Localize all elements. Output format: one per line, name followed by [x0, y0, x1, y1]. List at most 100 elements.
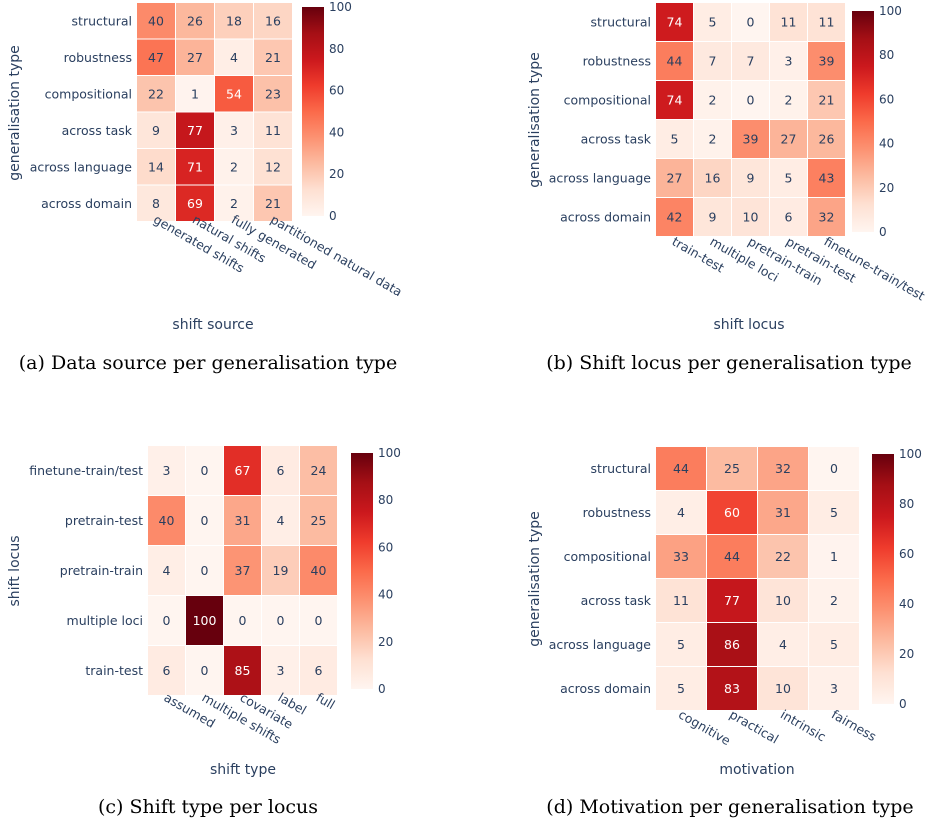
heatmap-cell	[137, 112, 175, 148]
cell-value-label: 0	[239, 613, 247, 628]
cell-value-label: 43	[819, 171, 835, 186]
cell-value-label: 44	[673, 461, 689, 476]
y-axis-title: generalisation type	[527, 511, 543, 647]
y-tick-label: structural	[591, 461, 651, 476]
cell-value-label: 0	[747, 93, 755, 108]
heatmap-cell	[694, 159, 731, 197]
heatmap-cell	[215, 185, 253, 221]
panel-caption: (d) Motivation per generalisation type	[546, 796, 913, 818]
y-tick-label: compositional	[564, 549, 651, 564]
heatmap-cell	[137, 39, 175, 75]
heatmap-cell	[137, 3, 175, 39]
x-tick-label: practical	[727, 707, 781, 747]
heatmap-cell	[224, 646, 261, 695]
colorbar-tick-label: 100	[378, 446, 401, 460]
heatmap-cell	[254, 39, 292, 75]
cell-value-label: 8	[152, 196, 160, 211]
heatmap-cell	[148, 496, 185, 545]
colorbar-tick-label: 40	[879, 137, 894, 151]
cell-value-label: 0	[830, 461, 838, 476]
cell-value-label: 21	[819, 93, 835, 108]
heatmap-cell	[694, 42, 731, 80]
heatmap-cell	[758, 667, 808, 710]
cell-value-label: 44	[667, 54, 683, 69]
cell-value-label: 1	[830, 549, 838, 564]
colorbar-tick-label: 80	[378, 493, 393, 507]
cell-value-label: 2	[785, 93, 793, 108]
y-tick-label: finetune-train/test	[29, 463, 143, 478]
cell-value-label: 31	[775, 505, 791, 520]
heatmap-cell	[300, 646, 337, 695]
colorbar-tick-label: 80	[329, 42, 344, 56]
heatmap-cell	[254, 149, 292, 185]
colorbar	[302, 7, 324, 216]
cell-value-label: 3	[230, 123, 238, 138]
cell-value-label: 24	[311, 463, 327, 478]
cell-value-label: 9	[152, 123, 160, 138]
cell-value-label: 83	[724, 681, 740, 696]
cell-value-label: 5	[677, 637, 685, 652]
y-tick-label: across language	[549, 637, 652, 652]
colorbar-tick-label: 0	[378, 682, 386, 696]
cell-value-label: 11	[819, 15, 835, 30]
y-tick-label: robustness	[64, 50, 132, 65]
y-axis-title: generalisation type	[527, 52, 543, 188]
y-tick-label: robustness	[583, 505, 651, 520]
x-axis-title: shift locus	[714, 317, 785, 333]
colorbar-tick-label: 0	[899, 697, 907, 711]
cell-value-label: 0	[315, 613, 323, 628]
cell-value-label: 10	[775, 593, 791, 608]
y-axis-title: generalisation type	[7, 45, 23, 181]
heatmap-cell	[809, 535, 859, 578]
cell-value-label: 77	[187, 123, 203, 138]
x-tick-label: fairness	[829, 707, 879, 745]
colorbar-tick-label: 0	[329, 209, 337, 223]
heatmap-cell	[656, 42, 693, 80]
heatmap-cell	[224, 496, 261, 545]
heatmap-cell	[770, 159, 807, 197]
heatmap-cell	[808, 3, 845, 41]
y-tick-label: across domain	[560, 210, 651, 225]
cell-value-label: 0	[747, 15, 755, 30]
colorbar	[872, 454, 894, 704]
heatmap-cell	[176, 185, 214, 221]
heatmap-cell	[186, 546, 223, 595]
heatmap-cell	[809, 667, 859, 710]
colorbar-tick-label: 80	[879, 48, 894, 62]
heatmap-cell	[732, 81, 769, 119]
y-tick-label: structural	[591, 15, 651, 30]
cell-value-label: 4	[677, 505, 685, 520]
x-axis-title: shift type	[210, 762, 276, 778]
y-tick-label: compositional	[45, 86, 132, 101]
cell-value-label: 54	[226, 86, 242, 101]
cell-value-label: 14	[148, 159, 164, 174]
y-tick-label: pretrain-train	[60, 563, 143, 578]
cell-value-label: 7	[747, 54, 755, 69]
cell-value-label: 0	[201, 663, 209, 678]
heatmap-cell	[215, 76, 253, 112]
heatmap-cell	[809, 447, 859, 490]
y-tick-label: compositional	[564, 93, 651, 108]
heatmap-cell	[809, 491, 859, 534]
heatmap-cell	[176, 112, 214, 148]
cell-value-label: 40	[159, 513, 175, 528]
y-tick-label: across domain	[560, 681, 651, 696]
cell-value-label: 5	[671, 132, 679, 147]
heatmap-cell	[656, 120, 693, 158]
x-axis-title: motivation	[719, 762, 794, 778]
heatmap-cell	[732, 120, 769, 158]
heatmap-cell	[707, 535, 757, 578]
x-tick-label: cognitive	[676, 707, 733, 749]
colorbar-tick-label: 100	[899, 447, 922, 461]
heatmap-cell	[254, 76, 292, 112]
heatmap-cell	[176, 3, 214, 39]
heatmap-cell	[186, 496, 223, 545]
cell-value-label: 44	[724, 549, 740, 564]
cell-value-label: 5	[830, 637, 838, 652]
heatmap-cell	[656, 667, 706, 710]
heatmap-cell	[148, 596, 185, 645]
colorbar-tick-label: 40	[378, 588, 393, 602]
